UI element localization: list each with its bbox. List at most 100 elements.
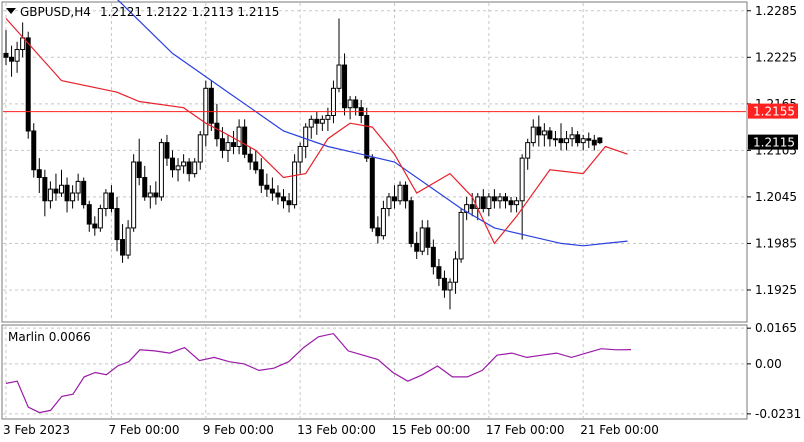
candle-body — [375, 227, 381, 237]
candle-body — [103, 192, 109, 210]
candle — [519, 154, 525, 240]
candle-body — [480, 196, 486, 210]
candle — [447, 278, 453, 310]
candle-body — [59, 184, 64, 194]
candle — [597, 137, 603, 145]
candle — [364, 107, 370, 162]
candle — [164, 134, 170, 166]
oscillator-tick-label: -0.0231 — [755, 407, 801, 421]
candle-body — [497, 196, 503, 202]
candle-body — [319, 118, 325, 124]
candle — [103, 189, 109, 217]
candle — [181, 154, 187, 174]
candle-body — [64, 184, 70, 202]
candle-body — [108, 192, 114, 210]
candle — [25, 31, 31, 139]
candle — [397, 181, 403, 205]
indicator-label: Marlin 0.0066 — [8, 330, 91, 344]
time-tick-label: 7 Feb 00:00 — [108, 423, 179, 437]
candle-body — [70, 192, 76, 202]
candle — [314, 111, 320, 135]
time-tick-label: 13 Feb 00:00 — [297, 423, 376, 437]
candle — [14, 41, 20, 73]
candle-body — [219, 138, 225, 151]
candle-body — [147, 192, 153, 198]
time-tick-label: 21 Feb 00:00 — [580, 423, 659, 437]
candle-body — [258, 169, 264, 186]
candle-body — [325, 114, 331, 120]
candle — [508, 196, 514, 213]
candle-body — [197, 134, 203, 163]
candle-body — [158, 142, 164, 198]
candle — [541, 123, 547, 147]
candle-body — [575, 134, 581, 144]
candle-body — [297, 145, 303, 163]
candle-body — [242, 126, 248, 155]
candle — [114, 196, 120, 252]
candle-body — [486, 196, 492, 210]
candle-body — [369, 157, 375, 229]
candle-body — [3, 52, 9, 58]
candle-body — [47, 188, 53, 202]
candle-body — [414, 242, 420, 252]
candle-body — [336, 64, 342, 89]
candle-body — [142, 177, 148, 198]
candle-body — [14, 49, 20, 62]
current-price-label: 1.2115 — [753, 136, 795, 150]
candle-body — [508, 200, 514, 206]
candle-body — [514, 200, 520, 206]
candle — [192, 158, 198, 178]
candle-body — [397, 184, 403, 202]
moving-averages — [3, 0, 746, 247]
candle — [147, 185, 153, 209]
candle-body — [125, 227, 131, 256]
candle-body — [42, 177, 48, 202]
candle-body — [281, 196, 286, 202]
candle — [170, 150, 175, 178]
candle-body — [136, 161, 142, 179]
candle — [336, 18, 342, 93]
candle-body — [503, 196, 508, 202]
level-price-label: 1.2155 — [753, 105, 795, 119]
dropdown-arrow-icon[interactable] — [6, 8, 16, 14]
candle-body — [530, 126, 536, 144]
candle — [258, 158, 264, 194]
candle — [59, 169, 64, 197]
candle — [253, 150, 259, 174]
candle-body — [586, 138, 592, 141]
time-tick-label: 3 Feb 2023 — [3, 423, 70, 437]
price-series — [3, 18, 603, 310]
candle — [153, 181, 159, 205]
candle-body — [153, 192, 159, 198]
candle-body — [75, 180, 81, 194]
candle-body — [214, 122, 220, 140]
oscillator-tick-label: 0.00 — [755, 357, 782, 371]
candle-body — [552, 138, 558, 141]
candle-body — [292, 161, 298, 206]
candle-body — [569, 134, 575, 140]
candle-body — [380, 208, 386, 237]
time-tick-label: 9 Feb 00:00 — [203, 423, 274, 437]
candle — [569, 127, 575, 147]
oscillator-grid — [3, 326, 746, 418]
candle-body — [303, 126, 309, 147]
candle-body — [86, 204, 92, 225]
candle-body — [170, 157, 175, 171]
candle — [536, 115, 542, 147]
candle-body — [347, 99, 353, 109]
candle — [530, 119, 536, 147]
price-tick-label: 1.2225 — [755, 50, 797, 64]
candle — [286, 193, 292, 213]
candle-body — [342, 64, 348, 109]
candle-body — [564, 138, 570, 144]
candle-body — [469, 204, 475, 210]
candle — [214, 103, 220, 147]
candle — [408, 196, 414, 248]
candle — [425, 220, 431, 256]
candle — [264, 173, 270, 197]
candle — [386, 193, 392, 217]
candle-body — [181, 161, 187, 167]
candle-body — [231, 142, 237, 147]
price-tick-label: 1.2285 — [755, 4, 797, 18]
